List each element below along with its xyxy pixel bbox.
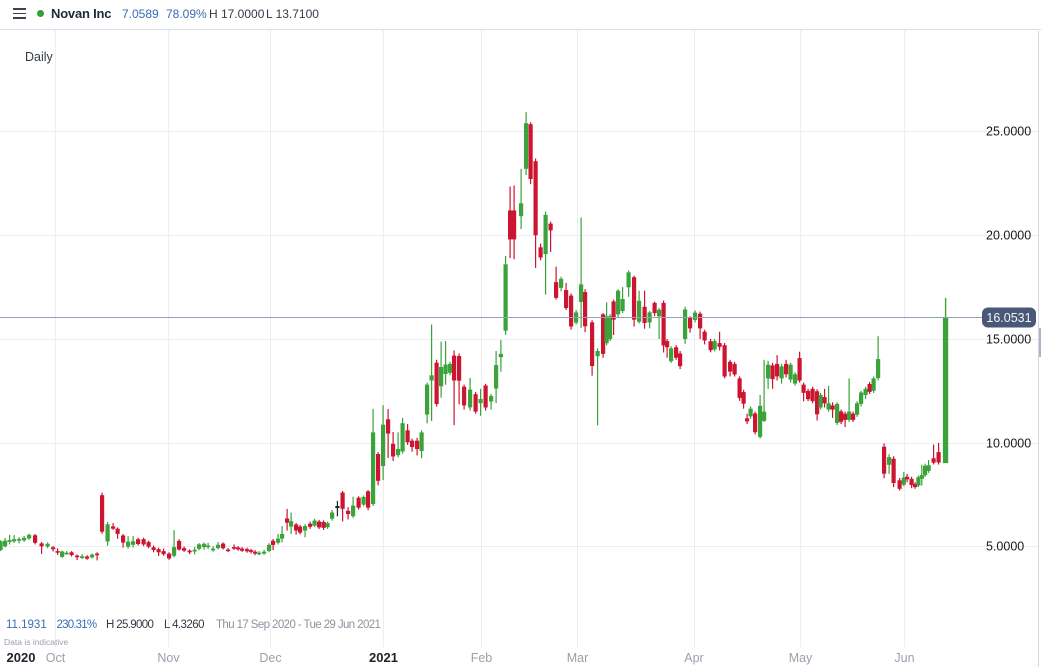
svg-text:Apr: Apr	[684, 651, 703, 665]
svg-text:Dec: Dec	[259, 651, 281, 665]
svg-text:May: May	[789, 651, 813, 665]
svg-text:Jun: Jun	[894, 651, 914, 665]
svg-text:5.0000: 5.0000	[986, 540, 1024, 554]
svg-text:2020: 2020	[7, 650, 36, 665]
svg-text:15.0000: 15.0000	[986, 333, 1031, 347]
svg-text:16.0531: 16.0531	[986, 311, 1031, 325]
svg-text:10.0000: 10.0000	[986, 437, 1031, 451]
svg-text:20.0000: 20.0000	[986, 229, 1031, 243]
svg-text:Mar: Mar	[567, 651, 589, 665]
svg-text:Nov: Nov	[157, 651, 180, 665]
svg-text:Data is indicative: Data is indicative	[4, 637, 69, 647]
svg-text:L 4.3260: L 4.3260	[164, 619, 204, 631]
svg-text:Thu 17 Sep 2020 - Tue 29 Jun 2: Thu 17 Sep 2020 - Tue 29 Jun 2021	[216, 619, 381, 631]
svg-text:11.1931: 11.1931	[6, 619, 47, 631]
svg-text:2021: 2021	[369, 650, 398, 665]
svg-text:H 25.9000: H 25.9000	[106, 619, 153, 631]
svg-text:Oct: Oct	[46, 651, 66, 665]
svg-text:230.31%: 230.31%	[57, 619, 97, 631]
svg-text:Daily: Daily	[25, 50, 54, 64]
svg-text:25.0000: 25.0000	[986, 125, 1031, 139]
svg-text:Feb: Feb	[471, 651, 493, 665]
